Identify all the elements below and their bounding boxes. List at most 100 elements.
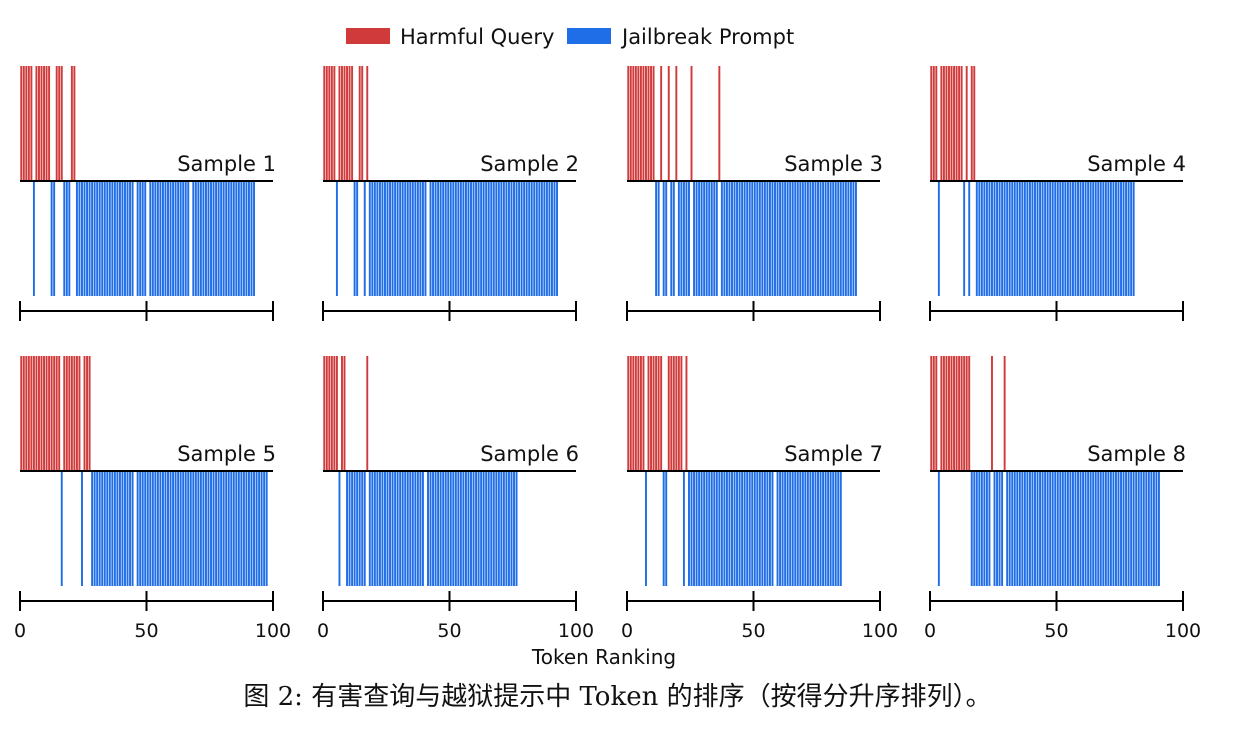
harmful-bar xyxy=(932,356,935,471)
harmful-bar xyxy=(667,356,670,471)
jailbreak-bar xyxy=(1104,181,1107,296)
jailbreak-bar xyxy=(1120,181,1122,296)
harmful-bar xyxy=(672,356,675,471)
jailbreak-bar xyxy=(1117,471,1120,586)
jailbreak-bar xyxy=(136,471,139,586)
jailbreak-bar xyxy=(439,471,442,586)
jailbreak-bar xyxy=(988,471,991,586)
jailbreak-bar xyxy=(720,181,723,296)
jailbreak-bar xyxy=(733,471,736,586)
jailbreak-bar xyxy=(159,181,162,296)
panel-title: Sample 3 xyxy=(784,152,883,176)
harmful-bar xyxy=(632,66,635,181)
jailbreak-bar xyxy=(1122,471,1125,586)
jailbreak-bar xyxy=(505,181,508,296)
harmful-bar xyxy=(940,66,943,181)
jailbreak-bar xyxy=(758,471,761,586)
jailbreak-bar xyxy=(1071,181,1074,296)
jailbreak-bar xyxy=(763,471,766,586)
jailbreak-bar xyxy=(690,471,693,586)
jailbreak-bar xyxy=(670,181,673,296)
jailbreak-bar xyxy=(391,471,394,586)
harmful-bar xyxy=(675,356,678,471)
jailbreak-bar xyxy=(118,181,121,296)
panel-title: Sample 5 xyxy=(177,442,276,466)
jailbreak-bar xyxy=(477,471,480,586)
jailbreak-bar xyxy=(1107,471,1110,586)
jailbreak-bar xyxy=(151,471,154,586)
harmful-bar xyxy=(930,66,933,181)
jailbreak-bar xyxy=(1044,181,1047,296)
jailbreak-bar xyxy=(781,181,784,296)
jailbreak-bar xyxy=(245,181,248,296)
jailbreak-bar xyxy=(753,181,756,296)
jailbreak-bar xyxy=(177,181,180,296)
harmful-bar xyxy=(50,356,53,471)
jailbreak-bar xyxy=(414,181,417,296)
jailbreak-bar xyxy=(159,471,162,586)
harmful-bar xyxy=(965,66,968,181)
jailbreak-bar xyxy=(356,181,359,296)
jailbreak-bar xyxy=(515,471,518,586)
jailbreak-bar xyxy=(1107,181,1110,296)
jailbreak-bar xyxy=(806,471,809,586)
jailbreak-bar xyxy=(169,181,172,296)
jailbreak-bar xyxy=(131,181,134,296)
jailbreak-bar xyxy=(386,181,389,296)
harmful-bar xyxy=(20,356,23,471)
jailbreak-bar xyxy=(832,471,835,586)
jailbreak-bar xyxy=(553,181,556,296)
jailbreak-bar xyxy=(192,181,195,296)
jailbreak-bar xyxy=(500,471,503,586)
harmful-bar xyxy=(948,66,950,181)
jailbreak-bar xyxy=(194,181,197,296)
jailbreak-bar xyxy=(96,181,99,296)
jailbreak-bar xyxy=(50,181,53,296)
jailbreak-bar xyxy=(98,181,101,296)
jailbreak-bar xyxy=(809,471,812,586)
x-tick-label: 50 xyxy=(1044,620,1068,642)
jailbreak-bar xyxy=(88,181,91,296)
jailbreak-bar xyxy=(525,181,528,296)
jailbreak-bar xyxy=(363,471,366,586)
jailbreak-bar xyxy=(93,471,96,586)
jailbreak-bar xyxy=(462,471,465,586)
jailbreak-bar xyxy=(197,181,200,296)
jailbreak-bar xyxy=(779,471,782,586)
jailbreak-bar xyxy=(210,471,212,586)
jailbreak-bar xyxy=(771,471,774,586)
jailbreak-bar xyxy=(81,471,83,586)
harmful-bar xyxy=(325,66,328,181)
jailbreak-bar xyxy=(381,181,384,296)
jailbreak-bar xyxy=(464,181,467,296)
jailbreak-bar xyxy=(179,181,182,296)
jailbreak-bar xyxy=(1082,181,1085,296)
jailbreak-bar xyxy=(101,181,104,296)
jailbreak-bar xyxy=(429,471,432,586)
jailbreak-bar xyxy=(151,181,154,296)
jailbreak-bar xyxy=(149,181,152,296)
jailbreak-bar xyxy=(844,181,847,296)
jailbreak-bar xyxy=(1041,181,1044,296)
jailbreak-bar xyxy=(1036,181,1039,296)
legend-swatch-jailbreak xyxy=(567,28,611,44)
jailbreak-bar xyxy=(409,181,412,296)
harmful-bar xyxy=(935,66,938,181)
jailbreak-bar xyxy=(801,471,804,586)
jailbreak-bar xyxy=(842,181,845,296)
harmful-bar xyxy=(670,356,673,471)
panel-8: Sample 8 0 50 100 xyxy=(924,356,1201,642)
jailbreak-bar xyxy=(124,181,126,296)
jailbreak-bar xyxy=(1023,181,1026,296)
jailbreak-bar xyxy=(1092,471,1095,586)
harmful-bar xyxy=(75,356,78,471)
harmful-bar xyxy=(73,356,76,471)
harmful-bar xyxy=(86,356,89,471)
harmful-bar xyxy=(25,66,28,181)
harmful-bar xyxy=(38,66,40,181)
jailbreak-bar xyxy=(368,471,371,586)
jailbreak-bar xyxy=(136,181,139,296)
jailbreak-bar xyxy=(220,181,223,296)
jailbreak-bar xyxy=(154,471,157,586)
jailbreak-bar xyxy=(761,181,764,296)
